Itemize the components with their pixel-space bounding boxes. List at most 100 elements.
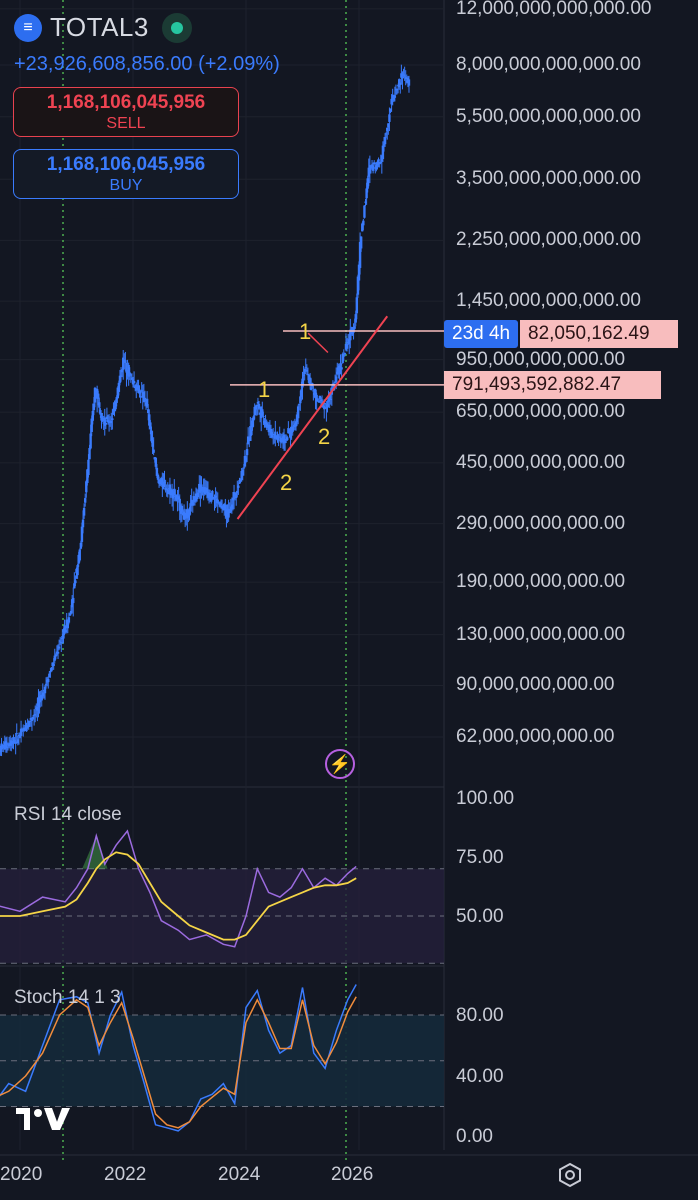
candle-body	[206, 492, 210, 498]
candle-body	[23, 727, 26, 732]
candle-body	[119, 375, 123, 377]
price-axis-label: 5,500,000,000,000.00	[456, 105, 641, 127]
candle-body	[155, 467, 159, 476]
candle-body	[253, 406, 256, 416]
candle-body	[390, 98, 393, 105]
candle-body	[245, 449, 249, 456]
candle-body	[117, 382, 121, 392]
candle-body	[299, 396, 302, 404]
candle-body	[114, 401, 117, 410]
candle-body	[323, 405, 326, 410]
buy-button[interactable]: 1,168,106,045,956 BUY	[13, 149, 239, 199]
candle-body	[47, 678, 50, 683]
candle-body	[269, 428, 273, 435]
candle-body	[356, 276, 360, 295]
candle-body	[166, 489, 169, 495]
candle-body	[283, 440, 287, 443]
candle-body	[251, 417, 254, 428]
candle-body	[4, 741, 8, 748]
candle-body	[357, 264, 361, 281]
candle-body	[400, 73, 403, 78]
price-axis-label: 650,000,000,000.00	[456, 401, 626, 423]
price-axis-label: 2,250,000,000,000.00	[456, 229, 641, 251]
candle-body	[220, 505, 224, 509]
candle-body	[18, 734, 22, 738]
candle-body	[294, 421, 298, 427]
rsi-overbought-fill	[82, 835, 108, 869]
candle-body	[195, 497, 199, 500]
candle-body	[154, 457, 158, 467]
candle-body	[363, 205, 366, 218]
candle-body	[303, 369, 306, 375]
rsi-tick: 75.00	[456, 847, 504, 868]
candle-body	[122, 357, 125, 370]
rsi-title[interactable]: RSI 14 close	[14, 804, 122, 825]
candle-body	[238, 480, 241, 483]
candle-body	[305, 369, 309, 372]
candle-body	[13, 740, 16, 742]
price-axis-label: 90,000,000,000.00	[456, 674, 615, 696]
trendline	[307, 332, 329, 354]
candle-body	[101, 417, 104, 422]
candle-body	[67, 617, 71, 623]
candle-body	[369, 166, 373, 169]
candle-body	[254, 405, 257, 410]
candle-body	[325, 406, 328, 409]
candle-body	[315, 394, 318, 402]
candle-body	[12, 741, 15, 744]
candle-body	[389, 108, 392, 112]
candle-body	[16, 739, 20, 744]
price-axis-label: 1,450,000,000,000.00	[456, 290, 641, 312]
candle-body	[165, 488, 168, 490]
candle-body	[213, 496, 216, 499]
candle-body	[97, 393, 100, 399]
candle-body	[72, 597, 75, 604]
candle-body	[257, 403, 261, 409]
candle-body	[41, 692, 45, 697]
candle-body	[252, 416, 255, 421]
candle-body	[99, 410, 102, 415]
candle-body	[230, 504, 234, 509]
buy-price: 1,168,106,045,956	[46, 154, 206, 175]
candle-body	[130, 377, 134, 380]
symbol-name[interactable]: TOTAL3	[50, 12, 149, 42]
candle-body	[205, 487, 209, 494]
candle-body	[348, 339, 351, 345]
candle-body	[368, 165, 372, 174]
candle-body	[338, 365, 341, 375]
candle-body	[142, 392, 146, 403]
candle-body	[150, 430, 153, 442]
candle-body	[384, 133, 388, 135]
candle-body	[140, 390, 143, 392]
candle-body	[30, 718, 34, 721]
candle-body	[308, 377, 312, 385]
candle-body	[355, 297, 359, 314]
price-axis-label: 950,000,000,000.00	[456, 348, 626, 370]
settings-hexagon-icon[interactable]	[557, 1162, 583, 1188]
candle-body	[364, 201, 367, 203]
candle-body	[314, 389, 317, 399]
candle-body	[282, 435, 286, 444]
candle-body	[189, 503, 192, 512]
candle-body	[239, 478, 242, 482]
candle-body	[82, 507, 86, 516]
lightning-event-icon[interactable]: ⚡	[325, 749, 355, 779]
candle-body	[401, 77, 404, 79]
price-axis-label: 3,500,000,000,000.00	[456, 168, 641, 190]
stoch-title[interactable]: Stoch 14 1 3	[14, 987, 121, 1008]
candle-body	[399, 82, 402, 85]
candle-body	[76, 565, 79, 576]
candle-body	[43, 686, 47, 694]
candle-body	[5, 747, 9, 749]
candle-body	[66, 620, 70, 629]
candle-body	[353, 326, 356, 329]
sell-button[interactable]: 1,168,106,045,956 SELL	[13, 87, 239, 137]
candle-body	[69, 610, 73, 614]
candle-body	[365, 188, 368, 199]
candle-body	[395, 88, 399, 91]
candle-body	[312, 390, 315, 392]
candle-body	[90, 418, 93, 432]
candle-body	[242, 467, 246, 469]
candle-body	[86, 469, 89, 483]
